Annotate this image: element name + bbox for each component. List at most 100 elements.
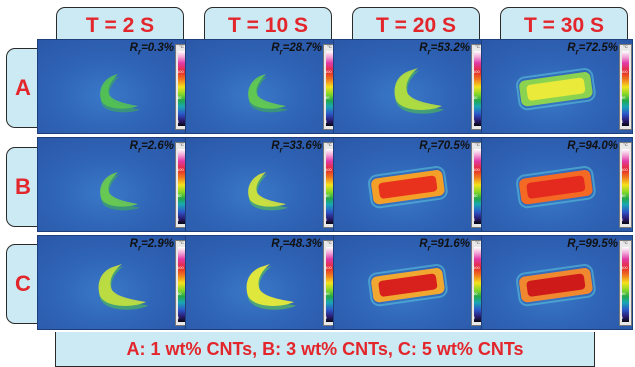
colorbar-tick: 100 xyxy=(325,167,332,172)
sample-heat-blob xyxy=(246,264,297,310)
thermal-panel: Rr=48.3% °C 100 50 0 xyxy=(185,235,337,330)
temperature-colorbar: °C 100 50 0 xyxy=(175,240,188,326)
colorbar-unit: °C xyxy=(475,240,480,245)
thermal-panel: Rr=2.6% °C 100 50 0 xyxy=(37,137,189,232)
thermal-panel: Rr=2.9% °C 100 50 0 xyxy=(37,235,189,330)
recovery-ratio-label: Rr=28.7% xyxy=(271,42,322,57)
recovery-ratio-label: Rr=2.9% xyxy=(129,238,174,253)
colorbar-gradient xyxy=(178,247,185,322)
colorbar-unit: °C xyxy=(179,44,184,49)
colorbar-tick: 0 xyxy=(473,217,476,222)
row-header-a: A xyxy=(6,48,40,128)
temperature-colorbar: °C 100 50 0 xyxy=(175,44,188,130)
sample-heat-blob xyxy=(516,264,596,307)
colorbar-tick: 0 xyxy=(621,315,624,320)
colorbar-unit: °C xyxy=(475,142,480,147)
recovery-ratio-label: Rr=33.6% xyxy=(271,140,322,155)
row-header-b: B xyxy=(6,147,40,227)
colorbar-tick: 50 xyxy=(473,95,478,100)
colorbar-unit: °C xyxy=(327,240,332,245)
colorbar-tick: 100 xyxy=(177,167,184,172)
colorbar-unit: °C xyxy=(623,44,628,49)
thermal-panel: Rr=53.2% °C 100 50 0 xyxy=(333,39,485,134)
colorbar-tick: 0 xyxy=(473,315,476,320)
colorbar-tick: 100 xyxy=(621,69,628,74)
colorbar-tick: 50 xyxy=(473,193,478,198)
temperature-colorbar: °C 100 50 0 xyxy=(619,240,632,326)
colorbar-gradient xyxy=(326,149,333,224)
colorbar-gradient xyxy=(622,51,629,126)
sample-heat-blob xyxy=(98,264,149,310)
colorbar-tick: 100 xyxy=(177,69,184,74)
colorbar-tick: 100 xyxy=(473,69,480,74)
colorbar-gradient xyxy=(178,51,185,126)
sample-heat-blob xyxy=(368,166,448,209)
colorbar-unit: °C xyxy=(623,240,628,245)
colorbar-tick: 0 xyxy=(177,315,180,320)
colorbar-tick: 0 xyxy=(621,217,624,222)
colorbar-tick: 50 xyxy=(621,95,626,100)
thermal-panel: Rr=70.5% °C 100 50 0 xyxy=(333,137,485,232)
colorbar-tick: 50 xyxy=(325,193,330,198)
temperature-colorbar: °C 100 50 0 xyxy=(323,142,336,228)
column-header-t20: T = 20 S xyxy=(352,7,480,45)
colorbar-tick: 50 xyxy=(325,95,330,100)
thermal-panel: Rr=33.6% °C 100 50 0 xyxy=(185,137,337,232)
colorbar-gradient xyxy=(474,247,481,322)
sample-heat-blob xyxy=(516,166,596,209)
colorbar-tick: 50 xyxy=(325,291,330,296)
colorbar-tick: 50 xyxy=(177,193,182,198)
colorbar-gradient xyxy=(474,149,481,224)
colorbar-unit: °C xyxy=(475,44,480,49)
sample-heat-blob xyxy=(394,68,445,114)
colorbar-tick: 0 xyxy=(325,315,328,320)
recovery-ratio-label: Rr=70.5% xyxy=(419,140,470,155)
colorbar-tick: 0 xyxy=(473,119,476,124)
figure-caption: A: 1 wt% CNTs, B: 3 wt% CNTs, C: 5 wt% C… xyxy=(55,332,595,367)
colorbar-tick: 100 xyxy=(473,265,480,270)
colorbar-tick: 100 xyxy=(473,167,480,172)
thermal-panel: Rr=94.0% °C 100 50 0 xyxy=(481,137,633,232)
colorbar-tick: 100 xyxy=(621,265,628,270)
recovery-ratio-label: Rr=48.3% xyxy=(271,238,322,253)
colorbar-tick: 50 xyxy=(621,291,626,296)
thermal-panel: Rr=99.5% °C 100 50 0 xyxy=(481,235,633,330)
colorbar-unit: °C xyxy=(327,44,332,49)
colorbar-tick: 100 xyxy=(177,265,184,270)
row-header-c: C xyxy=(6,244,40,324)
temperature-colorbar: °C 100 50 0 xyxy=(471,142,484,228)
colorbar-tick: 0 xyxy=(177,217,180,222)
colorbar-tick: 50 xyxy=(473,291,478,296)
recovery-ratio-label: Rr=91.6% xyxy=(419,238,470,253)
recovery-ratio-label: Rr=72.5% xyxy=(567,42,618,57)
recovery-ratio-label: Rr=53.2% xyxy=(419,42,470,57)
colorbar-tick: 100 xyxy=(325,265,332,270)
colorbar-tick: 100 xyxy=(621,167,628,172)
colorbar-tick: 50 xyxy=(621,193,626,198)
colorbar-tick: 0 xyxy=(325,217,328,222)
recovery-ratio-label: Rr=2.6% xyxy=(129,140,174,155)
colorbar-tick: 0 xyxy=(177,119,180,124)
sample-heat-blob xyxy=(100,74,140,113)
colorbar-unit: °C xyxy=(327,142,332,147)
colorbar-gradient xyxy=(326,247,333,322)
colorbar-unit: °C xyxy=(179,142,184,147)
thermal-panel: Rr=72.5% °C 100 50 0 xyxy=(481,39,633,134)
thermal-panel: Rr=28.7% °C 100 50 0 xyxy=(185,39,337,134)
sample-heat-blob xyxy=(368,264,448,307)
colorbar-gradient xyxy=(178,149,185,224)
colorbar-tick: 0 xyxy=(621,119,624,124)
thermal-panel: Rr=91.6% °C 100 50 0 xyxy=(333,235,485,330)
sample-heat-blob xyxy=(100,172,140,211)
colorbar-gradient xyxy=(326,51,333,126)
colorbar-gradient xyxy=(622,247,629,322)
colorbar-gradient xyxy=(622,149,629,224)
colorbar-tick: 0 xyxy=(325,119,328,124)
temperature-colorbar: °C 100 50 0 xyxy=(619,142,632,228)
colorbar-unit: °C xyxy=(623,142,628,147)
recovery-ratio-label: Rr=94.0% xyxy=(567,140,618,155)
sample-heat-blob xyxy=(248,172,288,211)
colorbar-tick: 100 xyxy=(325,69,332,74)
recovery-ratio-label: Rr=99.5% xyxy=(567,238,618,253)
column-header-t2: T = 2 S xyxy=(56,7,184,45)
